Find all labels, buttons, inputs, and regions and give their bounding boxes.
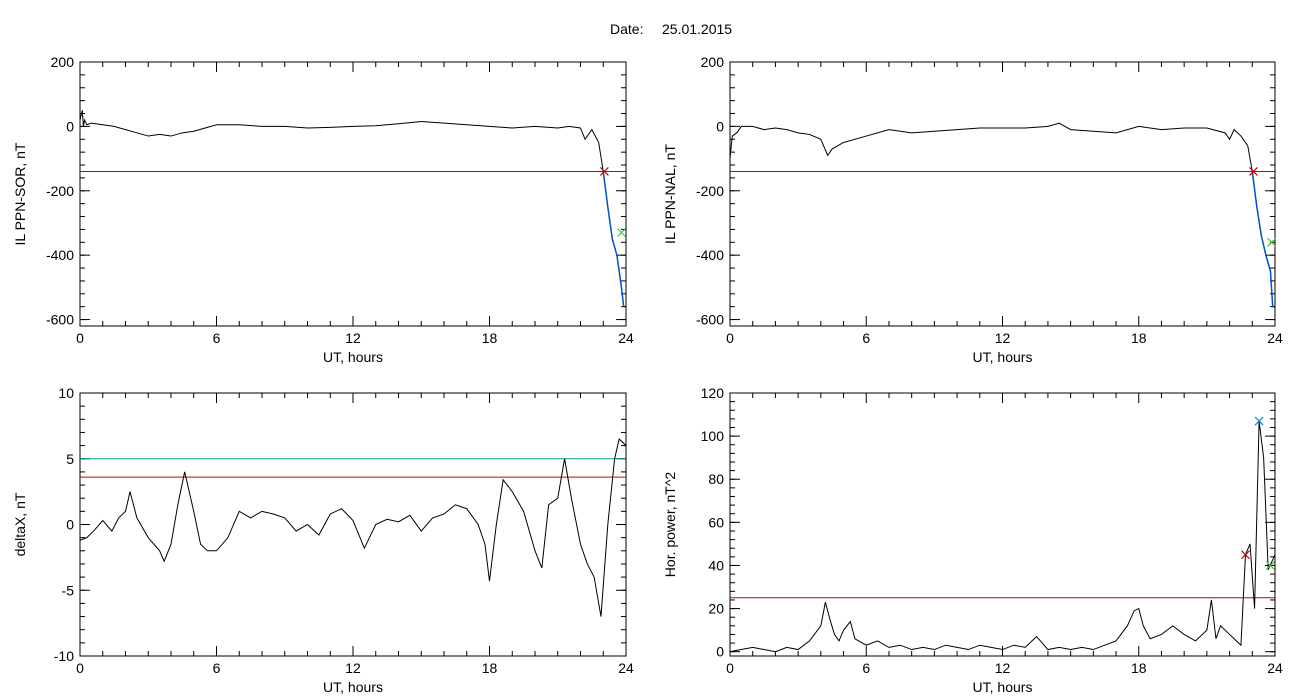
x-marker — [617, 228, 626, 238]
y-tick-label: 0 — [716, 644, 724, 660]
series-line — [730, 122, 1275, 308]
x-marker — [1266, 561, 1275, 570]
y-tick-label: 10 — [58, 385, 74, 401]
y-tick-label: 120 — [701, 385, 725, 401]
x-tick-label: 0 — [726, 330, 734, 346]
plot-frame — [729, 61, 1276, 327]
y-axis-label: IL PPN-SOR, nT — [12, 142, 28, 245]
x-tick-label: 18 — [1131, 660, 1147, 676]
y-tick-label: -400 — [696, 247, 724, 263]
x-tick-label: 24 — [1267, 330, 1283, 346]
highlight-segment — [602, 171, 625, 307]
y-tick-label: 5 — [66, 451, 74, 467]
y-tick-label: -5 — [62, 582, 75, 598]
x-tick-label: 6 — [213, 660, 221, 676]
chart-panel-nal: 0 6 12 18 24 -600 -400 -200 0 200 UT, hours IL PPN-… — [662, 54, 1283, 365]
x-tick-label: 0 — [76, 660, 84, 676]
date-value: 25.01.2015 — [662, 21, 732, 37]
series-line — [80, 110, 626, 308]
x-tick-label: 18 — [482, 330, 498, 346]
y-tick-label: 0 — [716, 118, 724, 134]
x-marker — [1241, 550, 1250, 560]
y-tick-label: 80 — [708, 471, 724, 487]
data-layer — [80, 110, 626, 308]
y-axis-label: deltaX, nT — [12, 492, 28, 556]
x-axis-label: UT, hours — [323, 349, 383, 365]
x-tick-label: 12 — [995, 330, 1011, 346]
x-marker — [1267, 237, 1277, 247]
x-axis-label: UT, hours — [973, 349, 1033, 365]
x-tick-label: 18 — [482, 660, 498, 676]
x-tick-label: 0 — [76, 330, 84, 346]
y-axis-label: Hor. power, nT^2 — [662, 472, 678, 578]
y-tick-label: 100 — [701, 428, 725, 444]
date-label: Date: — [610, 21, 643, 37]
x-marker — [1254, 416, 1264, 426]
y-tick-label: 40 — [708, 557, 724, 573]
highlight-segment — [1251, 171, 1274, 307]
y-tick-label: -200 — [46, 183, 74, 199]
x-tick-label: 12 — [345, 660, 361, 676]
x-tick-label: 6 — [862, 330, 870, 346]
y-tick-label: -10 — [54, 648, 74, 664]
x-tick-label: 18 — [1131, 330, 1147, 346]
x-tick-label: 24 — [618, 660, 634, 676]
chart-panel-sor: 0 6 12 18 24 -600 -400 -200 0 200 UT, hours IL PPN-… — [12, 54, 634, 365]
y-axis-label: IL PPN-NAL, nT — [662, 144, 678, 244]
x-tick-label: 12 — [995, 660, 1011, 676]
series-line — [730, 420, 1275, 653]
x-axis-label: UT, hours — [973, 679, 1033, 695]
x-tick-label: 24 — [1267, 660, 1283, 676]
data-layer — [730, 420, 1275, 653]
y-tick-label: -200 — [696, 183, 724, 199]
chart-panel-deltax: 0 6 12 18 24 -10 -5 0 5 10 UT, hours deltaX, nT — [12, 385, 634, 695]
y-tick-label: -600 — [46, 312, 74, 328]
plot-frame — [79, 392, 627, 657]
x-tick-label: 6 — [213, 330, 221, 346]
plot-frame — [79, 61, 627, 327]
y-tick-label: 0 — [66, 517, 74, 533]
plot-frame — [729, 392, 1276, 657]
x-tick-label: 24 — [618, 330, 634, 346]
y-tick-label: -400 — [46, 247, 74, 263]
x-tick-label: 0 — [726, 660, 734, 676]
x-tick-label: 12 — [345, 330, 361, 346]
y-tick-label: 0 — [66, 118, 74, 134]
y-tick-label: -600 — [696, 312, 724, 328]
y-tick-label: 200 — [701, 54, 725, 70]
x-marker — [1249, 167, 1258, 176]
x-axis-label: UT, hours — [323, 679, 383, 695]
series-line — [80, 438, 626, 617]
x-tick-label: 6 — [862, 660, 870, 676]
y-tick-label: 20 — [708, 601, 724, 617]
y-tick-label: 200 — [51, 54, 75, 70]
data-layer — [80, 438, 626, 617]
data-layer — [730, 122, 1275, 308]
x-marker — [599, 167, 609, 176]
y-tick-label: 60 — [708, 514, 724, 530]
chart-panel-power: 0 6 12 18 24 0 20 40 60 80 100 120 UT, hours Hor. pow… — [662, 385, 1283, 695]
